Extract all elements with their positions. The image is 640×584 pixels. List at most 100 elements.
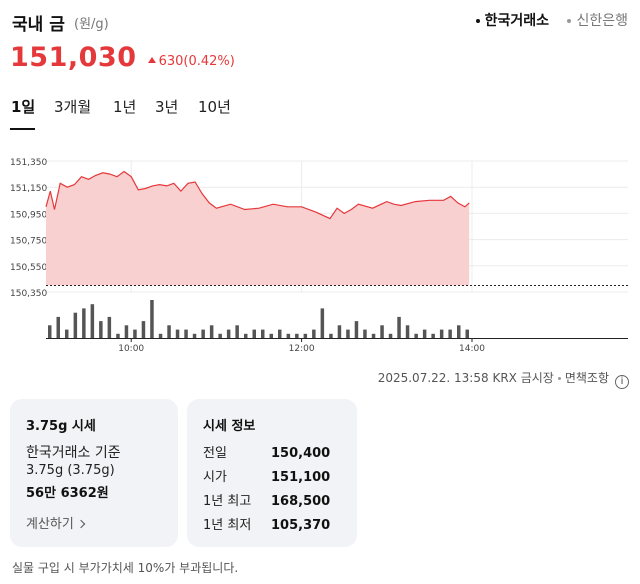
volume-bar: [465, 329, 469, 338]
y-tick-label: 151,350: [10, 158, 47, 168]
volume-bar: [107, 316, 112, 338]
info-value: 151,100: [271, 470, 331, 485]
volume-bar: [329, 333, 333, 338]
volume-bar: [252, 329, 256, 338]
volume-bar: [439, 329, 444, 338]
volume-bar: [235, 325, 239, 338]
x-tick-label: 10:00: [118, 344, 144, 354]
volume-bar: [133, 329, 137, 338]
volume-bar: [226, 329, 231, 338]
volume-bar: [175, 329, 180, 338]
tab-3y[interactable]: 3년: [155, 98, 179, 116]
weight-text: 3.75g (3.75g): [26, 463, 115, 478]
x-tick-label: 12:00: [289, 344, 315, 354]
volume-bar: [150, 300, 154, 338]
volume-bar: [337, 325, 342, 338]
volume-bar: [431, 333, 435, 338]
volume-bar: [167, 325, 171, 338]
calculate-label: 계산하기: [26, 517, 74, 532]
volume-bar: [320, 308, 325, 338]
change-percent: (0.42%): [183, 54, 235, 69]
source-shinhan[interactable]: 신한은행: [567, 10, 628, 30]
dot-icon: [475, 19, 480, 23]
price-area: [46, 171, 470, 286]
vat-notice: 실물 구입 시 부가가치세 10%가 부과됩니다.: [12, 561, 239, 575]
change-amount: 630: [158, 54, 184, 69]
chart-footnote: 2025.07.22. 13:58 KRX 금시장 면책조항 i: [378, 369, 629, 389]
info-label: 시가: [203, 470, 227, 485]
volume-bar: [73, 312, 78, 338]
info-value: 150,400: [271, 446, 331, 461]
y-tick-label: 151,150: [10, 184, 47, 194]
volume-bar: [388, 333, 393, 338]
converted-price: 56만 6362원: [26, 486, 109, 501]
unit-label: (원/g): [74, 17, 109, 32]
volume-bar: [371, 333, 376, 338]
info-row-52w-low: 1년 최저 105,370: [203, 514, 343, 533]
card-3-75g: 3.75g 시세 한국거래소 기준 3.75g (3.75g) 56만 6362…: [10, 399, 178, 547]
up-arrow-icon: [147, 57, 156, 63]
active-tab-indicator: [10, 128, 35, 130]
y-tick-label: 150,950: [10, 210, 47, 220]
y-tick-label: 150,350: [10, 289, 47, 299]
volume-bar: [82, 308, 86, 338]
volume-bar: [124, 325, 129, 338]
volume-bar: [303, 333, 308, 338]
volume-bar: [90, 304, 95, 338]
info-icon[interactable]: i: [615, 375, 629, 389]
volume-bar: [141, 321, 146, 338]
tab-10y[interactable]: 10년: [198, 98, 231, 116]
calculate-link[interactable]: 계산하기: [26, 513, 86, 532]
volume-bar: [414, 333, 418, 338]
volume-bar: [184, 329, 188, 338]
volume-bar: [192, 333, 197, 338]
basis-text: 한국거래소 기준: [26, 445, 121, 461]
info-row-52w-high: 1년 최고 168,500: [203, 490, 343, 509]
info-label: 1년 최저: [203, 518, 252, 533]
volume-bar: [312, 329, 316, 338]
page-title: 국내 금: [12, 15, 65, 35]
volume-bar: [363, 329, 367, 338]
source-krx[interactable]: 한국거래소: [475, 10, 550, 30]
source-label: 신한은행: [576, 13, 628, 29]
volume-bar: [380, 325, 384, 338]
volume-bar: [209, 325, 214, 338]
info-row-open: 시가 151,100: [203, 466, 343, 485]
chevron-right-icon: [76, 519, 86, 529]
volume-bar: [261, 329, 265, 338]
volume-bar: [269, 333, 273, 338]
x-tick-label: 14:00: [459, 344, 485, 354]
info-row-prev-close: 전일 150,400: [203, 442, 343, 461]
price-chart[interactable]: 151,350 151,150 150,950 150,750 150,550 150,3…: [0, 148, 640, 358]
price-change: 630(0.42%): [147, 54, 235, 73]
disclaimer-link[interactable]: 면책조항: [564, 371, 609, 385]
volume-bar: [354, 321, 359, 338]
current-price: 151,030: [10, 42, 137, 73]
source-selector: 한국거래소 신한은행: [462, 10, 628, 30]
tab-3m[interactable]: 3개월: [54, 98, 92, 116]
card-title: 3.75g 시세: [26, 419, 96, 434]
y-tick-label: 150,750: [10, 237, 47, 247]
footnote-datetime: 2025.07.22. 13:58: [377, 371, 489, 385]
tab-1y[interactable]: 1년: [113, 98, 137, 116]
tab-1d[interactable]: 1일: [11, 98, 36, 116]
info-label: 전일: [203, 446, 227, 461]
source-label: 한국거래소: [484, 13, 550, 29]
card-title: 시세 정보: [203, 419, 256, 434]
volume-bar: [99, 321, 103, 338]
volume-bar: [48, 325, 52, 338]
volume-bar: [158, 333, 163, 338]
volume-bar: [405, 325, 410, 338]
volume-bar: [56, 316, 60, 338]
info-value: 105,370: [271, 518, 331, 533]
volume-bar: [448, 329, 452, 338]
volume-bar: [295, 333, 299, 338]
volume-bar: [346, 329, 350, 338]
info-label: 1년 최고: [203, 494, 252, 509]
volume-bar: [278, 329, 282, 338]
price-row: 151,030 630(0.42%): [10, 42, 235, 78]
card-price-info: 시세 정보 전일 150,400 시가 151,100 1년 최고 168,500 1…: [187, 399, 357, 547]
volume-bar: [286, 333, 291, 338]
info-value: 168,500: [271, 494, 331, 509]
volume-bar: [397, 316, 401, 338]
